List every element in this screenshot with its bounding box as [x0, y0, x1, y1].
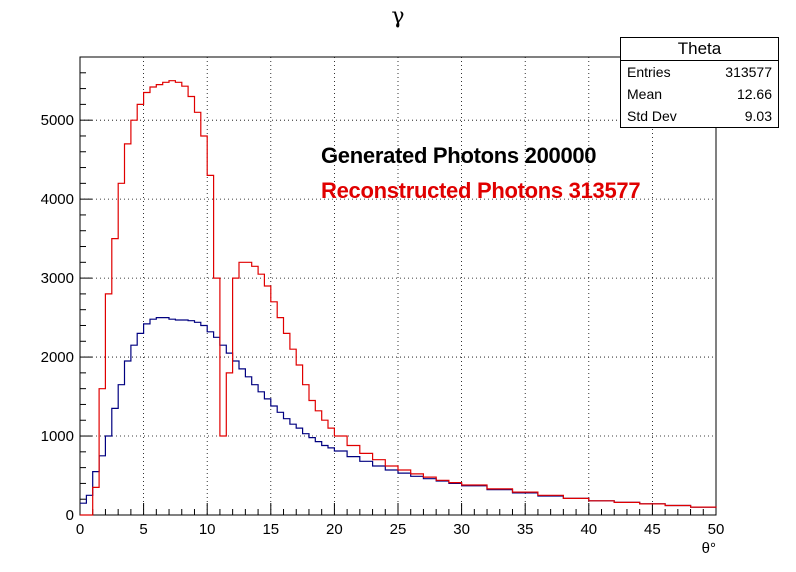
stats-value: 313577 — [725, 64, 772, 80]
stats-row-stddev: Std Dev 9.03 — [621, 105, 778, 127]
x-tick-label: 45 — [644, 521, 661, 538]
stats-label: Mean — [627, 86, 663, 102]
x-tick-label: 5 — [139, 521, 147, 538]
series-generated-line — [80, 317, 717, 508]
x-tick-label: 50 — [708, 521, 725, 538]
legend-reconstructed: Reconstructed Photons 313577 — [321, 178, 641, 203]
y-tick-label: 2000 — [41, 349, 74, 366]
x-axis-label: θ° — [702, 540, 716, 557]
y-tick-label: 5000 — [41, 112, 74, 129]
y-tick-label: 3000 — [41, 270, 74, 287]
chart-title: γ — [391, 4, 405, 29]
stats-box: Theta Entries 313577 Mean 12.66 Std Dev … — [620, 37, 779, 128]
stats-row-mean: Mean 12.66 — [621, 83, 778, 105]
x-tick-label: 35 — [517, 521, 534, 538]
series-reconstructed-line — [80, 80, 717, 516]
stats-label: Entries — [627, 64, 671, 80]
stats-value: 9.03 — [744, 108, 772, 124]
stats-title: Theta — [621, 38, 778, 61]
x-tick-label: 15 — [262, 521, 279, 538]
x-tick-label: 25 — [390, 521, 407, 538]
x-tick-label: 0 — [76, 521, 84, 538]
legend-generated: Generated Photons 200000 — [321, 143, 597, 168]
stats-row-entries: Entries 313577 — [621, 61, 778, 83]
x-tick-label: 40 — [580, 521, 597, 538]
stats-label: Std Dev — [627, 108, 677, 124]
stats-value: 12.66 — [736, 86, 772, 102]
y-tick-label: 0 — [66, 507, 74, 524]
y-tick-label: 1000 — [41, 428, 74, 445]
x-tick-label: 30 — [453, 521, 470, 538]
y-tick-label: 4000 — [41, 191, 74, 208]
x-tick-label: 10 — [199, 521, 216, 538]
x-tick-label: 20 — [326, 521, 343, 538]
